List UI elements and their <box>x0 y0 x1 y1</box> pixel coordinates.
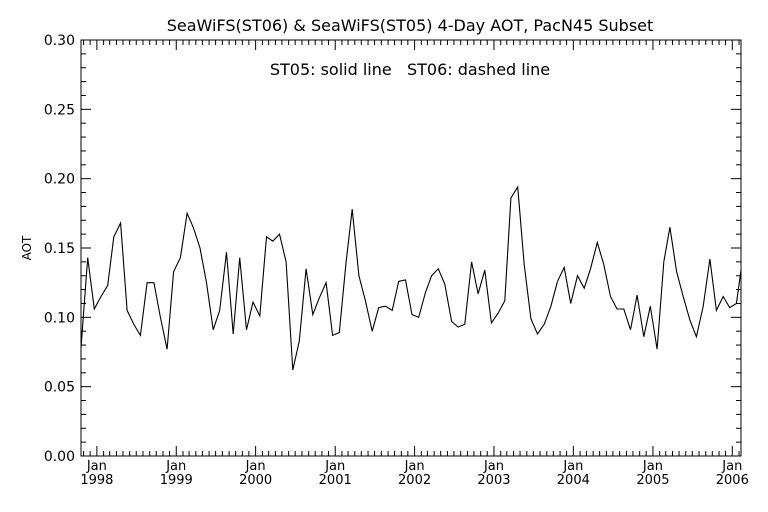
x-tick-label-year: 2002 <box>398 473 431 488</box>
x-tick-label-month: Jan <box>483 459 504 474</box>
y-tick-label: 0.00 <box>44 449 75 465</box>
y-tick-label: 0.10 <box>44 310 75 326</box>
x-tick-label-month: Jan <box>86 459 107 474</box>
line-style-annotation: ST05: solid line ST06: dashed line <box>270 60 550 79</box>
x-tick-label-year: 2001 <box>319 473 352 488</box>
x-tick-label-month: Jan <box>324 459 345 474</box>
y-axis-label: AOT <box>20 235 34 260</box>
x-tick-label-year: 2006 <box>716 473 749 488</box>
x-tick-label-year: 1998 <box>80 473 113 488</box>
x-tick-label-month: Jan <box>642 459 663 474</box>
x-tick-label-year: 1999 <box>160 473 193 488</box>
series-group <box>80 185 742 371</box>
y-tick-label: 0.25 <box>44 102 75 118</box>
x-tick-label-year: 2000 <box>239 473 272 488</box>
plot-frame <box>80 39 742 457</box>
x-tick-label-year: 2003 <box>477 473 510 488</box>
y-tick-label: 0.30 <box>44 33 75 49</box>
x-tick-label-month: Jan <box>721 459 742 474</box>
x-tick-label-year: 2004 <box>557 473 590 488</box>
x-tick-label-year: 2005 <box>636 473 669 488</box>
x-tick-label-month: Jan <box>165 459 186 474</box>
y-tick-label: 0.05 <box>44 380 75 396</box>
chart-title: SeaWiFS(ST06) & SeaWiFS(ST05) 4-Day AOT,… <box>167 16 654 35</box>
x-tick-label-month: Jan <box>562 459 583 474</box>
y-tick-label: 0.20 <box>44 172 75 188</box>
y-tick-label: 0.15 <box>44 241 75 257</box>
x-axis: Jan1998Jan1999Jan2000Jan2001Jan2002Jan20… <box>80 40 749 488</box>
y-axis: 0.00 0.05 0.10 0.15 0.20 0.25 0.30 <box>44 33 741 465</box>
series-line-solid <box>80 185 742 371</box>
x-tick-label-month: Jan <box>404 459 425 474</box>
x-tick-label-month: Jan <box>245 459 266 474</box>
